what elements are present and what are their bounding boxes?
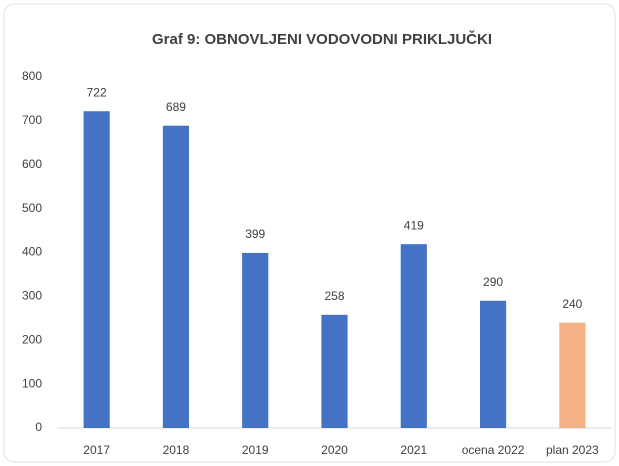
data-label: 240 xyxy=(562,297,582,311)
x-tick-label: 2020 xyxy=(321,443,348,457)
x-tick-label: 2019 xyxy=(242,443,269,457)
data-label: 722 xyxy=(87,85,107,99)
y-tick-label: 0 xyxy=(35,420,42,434)
bar xyxy=(242,252,269,428)
x-tick-label: 2021 xyxy=(400,443,427,457)
x-tick-label: ocena 2022 xyxy=(462,443,525,457)
y-tick-label: 300 xyxy=(22,289,42,303)
y-tick-label: 800 xyxy=(22,69,42,83)
bar xyxy=(559,322,586,428)
chart-title: Graf 9: OBNOVLJENI VODOVODNI PRIKLJUČKI xyxy=(152,30,492,48)
y-tick-label: 500 xyxy=(22,201,42,215)
data-label: 399 xyxy=(245,227,265,241)
x-tick-label: plan 2023 xyxy=(546,443,599,457)
bar xyxy=(321,314,348,428)
y-tick-label: 700 xyxy=(22,113,42,127)
data-label: 258 xyxy=(324,289,344,303)
data-label: 419 xyxy=(404,218,424,232)
x-tick-label: 2017 xyxy=(83,443,110,457)
data-label: 290 xyxy=(483,275,503,289)
x-tick-label: 2018 xyxy=(163,443,190,457)
data-label: 689 xyxy=(166,100,186,114)
bar xyxy=(83,111,110,428)
y-tick-label: 600 xyxy=(22,157,42,171)
bar xyxy=(479,300,507,428)
chart-frame xyxy=(3,3,616,463)
y-tick-label: 200 xyxy=(22,332,42,346)
y-tick-label: 100 xyxy=(22,376,42,390)
bar xyxy=(162,125,190,429)
bar xyxy=(400,244,427,428)
y-tick-label: 400 xyxy=(22,245,42,259)
